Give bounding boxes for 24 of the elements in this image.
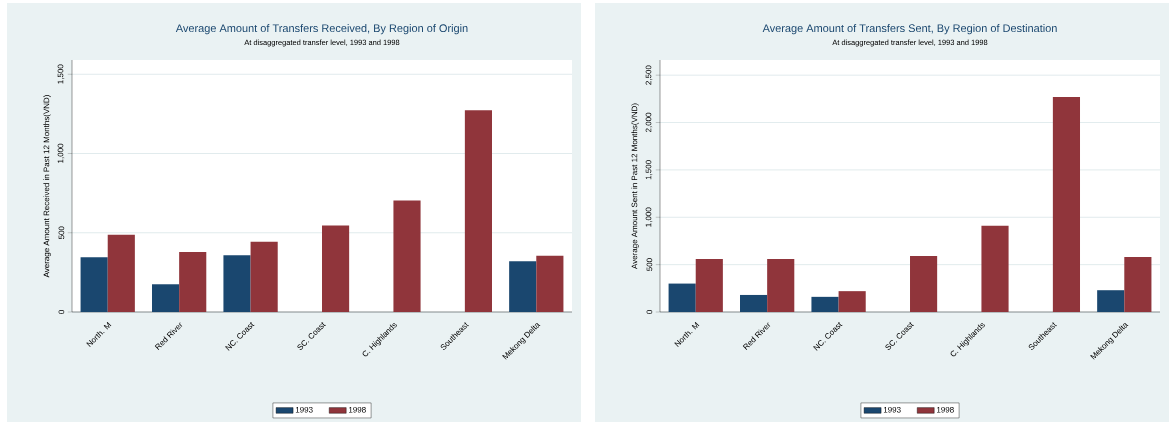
bar bbox=[179, 251, 207, 312]
bar bbox=[509, 261, 537, 312]
bar bbox=[1052, 96, 1081, 312]
bar bbox=[393, 200, 421, 312]
bar bbox=[767, 258, 795, 312]
bar bbox=[322, 225, 350, 312]
bar bbox=[223, 255, 251, 312]
bar bbox=[1124, 257, 1152, 312]
bar bbox=[464, 110, 492, 312]
bar bbox=[80, 257, 108, 312]
bar bbox=[250, 241, 278, 312]
bar bbox=[107, 234, 135, 312]
bar bbox=[152, 284, 180, 312]
chart-title: Average Amount of Transfers Sent, By Region of Destination bbox=[762, 24, 1057, 35]
bar bbox=[695, 258, 723, 312]
bar bbox=[981, 225, 1009, 312]
bar bbox=[838, 291, 866, 312]
bar bbox=[1097, 290, 1125, 312]
bar bbox=[910, 256, 938, 312]
bar bbox=[811, 296, 839, 312]
chart-title: Average Amount of Transfers Received, By Region of Origin bbox=[175, 24, 468, 35]
bar bbox=[536, 255, 564, 312]
bar bbox=[740, 294, 768, 312]
bar bbox=[668, 283, 696, 312]
